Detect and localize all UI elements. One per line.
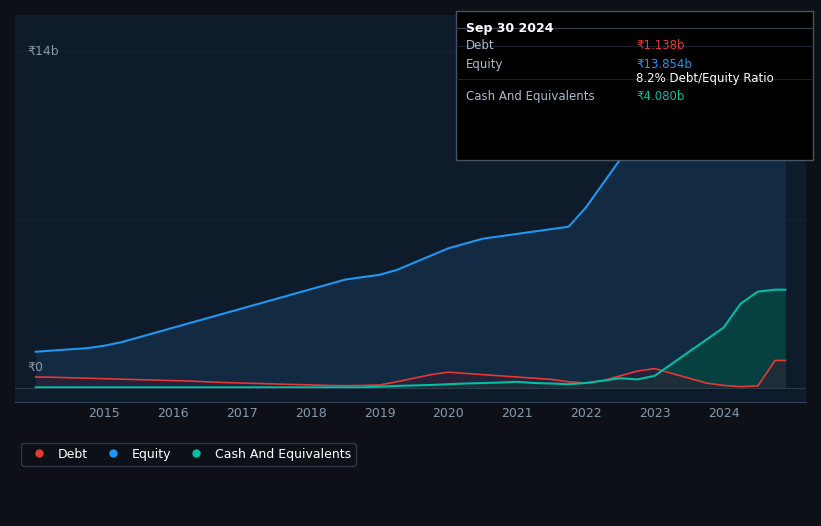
Text: ₹1.138b: ₹1.138b [636,39,685,53]
Text: 8.2% Debt/Equity Ratio: 8.2% Debt/Equity Ratio [636,72,774,85]
Text: ₹13.854b: ₹13.854b [636,58,692,71]
Legend: Debt, Equity, Cash And Equivalents: Debt, Equity, Cash And Equivalents [21,443,355,466]
Text: Equity: Equity [466,58,503,71]
Text: Sep 30 2024: Sep 30 2024 [466,22,553,35]
Text: ₹14b: ₹14b [27,45,58,58]
Text: ₹4.080b: ₹4.080b [636,90,685,104]
Text: ₹0: ₹0 [27,361,43,374]
Text: Debt: Debt [466,39,494,53]
Text: Cash And Equivalents: Cash And Equivalents [466,90,594,104]
